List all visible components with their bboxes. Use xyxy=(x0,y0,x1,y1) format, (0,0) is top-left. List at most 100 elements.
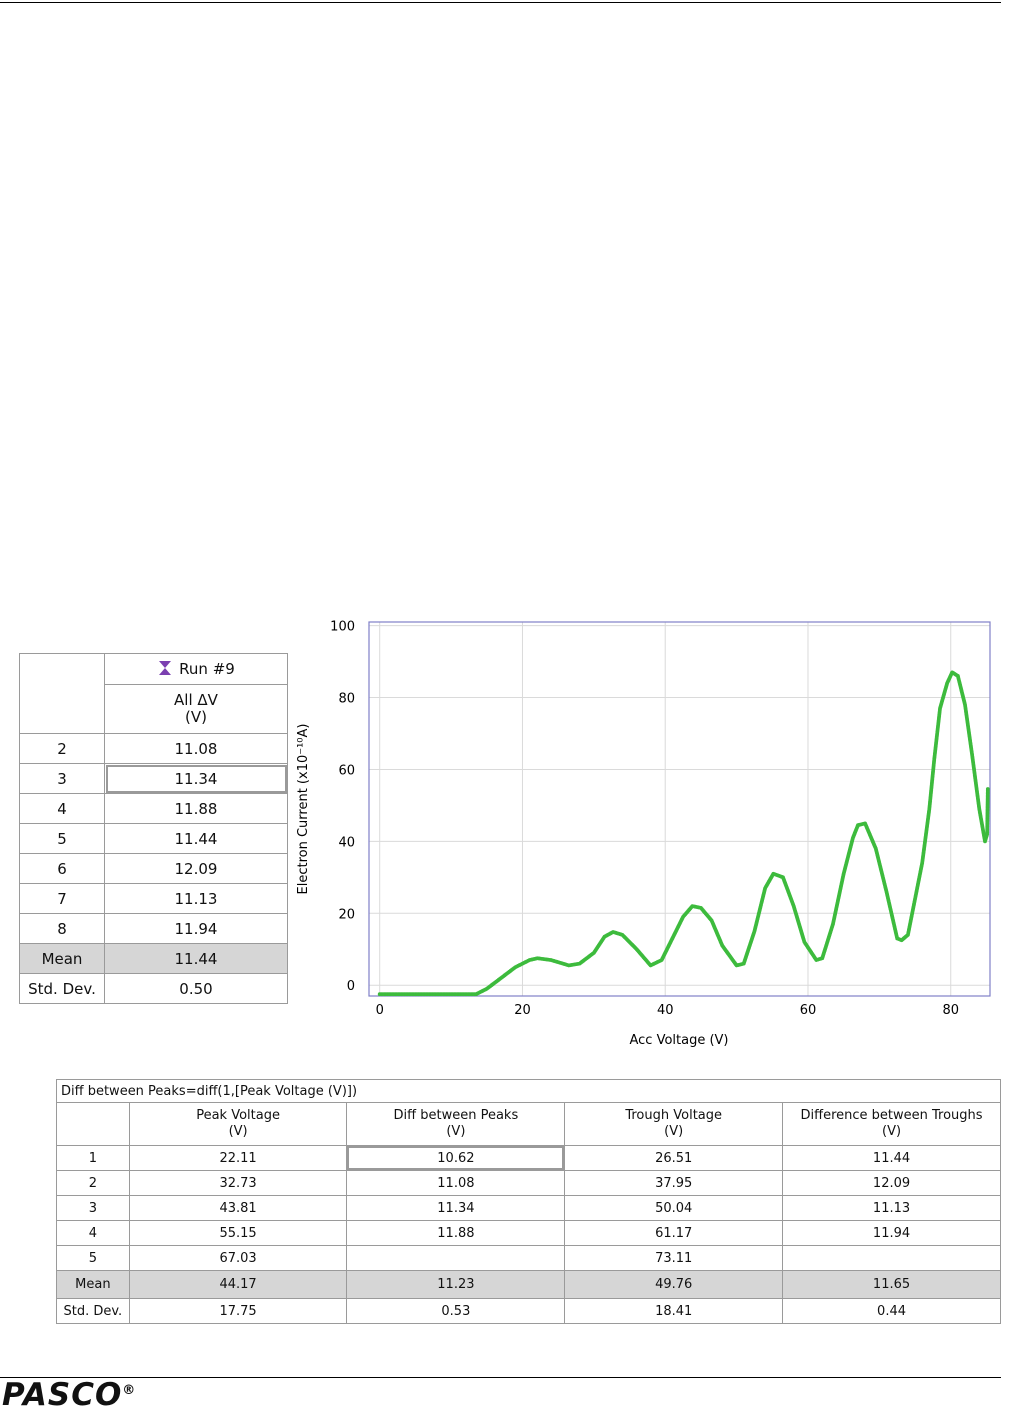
table-row[interactable]: 6 12.09 xyxy=(19,853,288,884)
table-cell[interactable]: 11.44 xyxy=(782,1145,1001,1171)
row-number: 2 xyxy=(19,733,105,764)
std-value: 17.75 xyxy=(128,1298,348,1324)
table-cell[interactable]: 11.34 xyxy=(346,1195,566,1221)
table-row[interactable]: 2 32.73 11.08 37.95 12.09 xyxy=(56,1170,1001,1196)
row-header-blank xyxy=(56,1102,130,1146)
mean-value: 49.76 xyxy=(564,1270,784,1299)
x-axis-label: Acc Voltage (V) xyxy=(629,1033,728,1048)
run-hourglass-icon xyxy=(159,661,172,675)
mean-row: Mean 11.44 xyxy=(19,943,288,974)
table-cell[interactable]: 11.08 xyxy=(346,1170,566,1196)
chart-grid xyxy=(369,622,990,996)
std-row: Std. Dev. 0.50 xyxy=(19,973,288,1004)
table-cell[interactable]: 55.15 xyxy=(128,1220,348,1246)
table-cell[interactable]: 37.95 xyxy=(564,1170,784,1196)
std-label: Std. Dev. xyxy=(19,973,105,1004)
y-tick-label: 20 xyxy=(338,907,355,922)
table-row[interactable]: 8 11.94 xyxy=(19,913,288,944)
delta-v-cell[interactable]: 11.34 xyxy=(104,763,288,794)
formula-bar[interactable]: Diff between Peaks=diff(1,[Peak Voltage … xyxy=(56,1079,1001,1103)
delta-v-cell[interactable]: 11.88 xyxy=(104,793,288,824)
table-cell[interactable]: 12.09 xyxy=(782,1170,1001,1196)
delta-v-cell[interactable]: 11.13 xyxy=(104,883,288,914)
mean-value: 11.23 xyxy=(346,1270,566,1299)
x-tick-label: 60 xyxy=(800,1003,817,1018)
table-cell[interactable]: 10.62 xyxy=(346,1145,566,1171)
table-cell[interactable]: 11.13 xyxy=(782,1195,1001,1221)
row-number: 8 xyxy=(19,913,105,944)
table-cell[interactable]: 26.51 xyxy=(564,1145,784,1171)
delta-v-cell[interactable]: 11.44 xyxy=(104,823,288,854)
table-cell[interactable]: 22.11 xyxy=(128,1145,348,1171)
table-cell[interactable]: 43.81 xyxy=(128,1195,348,1221)
x-tick-label: 80 xyxy=(942,1003,959,1018)
bottom-rule xyxy=(0,1377,1001,1378)
mean-row: Mean 44.17 11.23 49.76 11.65 xyxy=(56,1270,1001,1299)
table-row[interactable]: 4 11.88 xyxy=(19,793,288,824)
franck-hertz-graph[interactable]: 0 20 40 60 80 0 20 40 60 80 100 Acc Voltage (V) El… xyxy=(293,612,998,1052)
row-number: 7 xyxy=(19,883,105,914)
peaks-troughs-table: Diff between Peaks=diff(1,[Peak Voltage … xyxy=(56,1079,1001,1324)
mean-label: Mean xyxy=(19,943,105,974)
row-header-blank xyxy=(19,653,105,734)
top-rule xyxy=(0,2,1001,3)
table-row[interactable]: 1 22.11 10.62 26.51 11.44 xyxy=(56,1145,1001,1171)
table-row[interactable]: 3 43.81 11.34 50.04 11.13 xyxy=(56,1195,1001,1221)
table-row[interactable]: 4 55.15 11.88 61.17 11.94 xyxy=(56,1220,1001,1246)
data-series xyxy=(377,670,990,997)
run-header[interactable]: Run #9 xyxy=(104,653,288,685)
column-header[interactable]: Trough Voltage (V) xyxy=(564,1102,784,1146)
std-value: 0.44 xyxy=(782,1298,1001,1324)
y-tick-label: 40 xyxy=(338,835,355,850)
table-row[interactable]: 3 11.34 xyxy=(19,763,288,794)
mean-value: 11.65 xyxy=(782,1270,1001,1299)
delta-v-cell[interactable]: 11.08 xyxy=(104,733,288,764)
x-tick-label: 20 xyxy=(514,1003,531,1018)
x-tick-label: 0 xyxy=(376,1003,384,1018)
mean-value: 44.17 xyxy=(128,1270,348,1299)
column-header[interactable]: Difference between Troughs (V) xyxy=(782,1102,1001,1146)
delta-v-cell[interactable]: 12.09 xyxy=(104,853,288,884)
table-cell[interactable] xyxy=(782,1245,1001,1271)
std-value: 18.41 xyxy=(564,1298,784,1324)
mean-label: Mean xyxy=(56,1270,130,1299)
data-point xyxy=(985,787,990,791)
run-label: Run #9 xyxy=(179,660,235,678)
y-tick-label: 100 xyxy=(330,620,355,635)
table-cell[interactable]: 67.03 xyxy=(128,1245,348,1271)
mean-value: 11.44 xyxy=(104,943,288,974)
row-number: 1 xyxy=(56,1145,130,1171)
std-value: 0.53 xyxy=(346,1298,566,1324)
column-header[interactable]: Diff between Peaks (V) xyxy=(346,1102,566,1146)
table-cell[interactable]: 73.11 xyxy=(564,1245,784,1271)
table-cell[interactable]: 32.73 xyxy=(128,1170,348,1196)
row-number: 3 xyxy=(19,763,105,794)
table-cell[interactable]: 61.17 xyxy=(564,1220,784,1246)
run-stats-table: Run #9 All ΔV (V) 2 11.08 3 11.34 4 11.88 5 11.4… xyxy=(19,653,288,1004)
table-row[interactable]: 5 11.44 xyxy=(19,823,288,854)
y-axis-label: Electron Current (x10⁻¹⁰A) xyxy=(296,724,311,895)
std-row: Std. Dev. 17.75 0.53 18.41 0.44 xyxy=(56,1298,1001,1324)
delta-v-cell[interactable]: 11.94 xyxy=(104,913,288,944)
table-cell[interactable]: 11.94 xyxy=(782,1220,1001,1246)
column-header-all-dv: All ΔV (V) xyxy=(104,684,288,734)
row-number: 5 xyxy=(56,1245,130,1271)
row-number: 3 xyxy=(56,1195,130,1221)
row-number: 2 xyxy=(56,1170,130,1196)
column-header[interactable]: Peak Voltage (V) xyxy=(128,1102,348,1146)
tick-labels: 0 20 40 60 80 0 20 40 60 80 100 xyxy=(330,620,959,1018)
plot-frame xyxy=(368,621,991,997)
y-tick-label: 60 xyxy=(338,763,355,778)
y-tick-label: 0 xyxy=(347,979,355,994)
std-value: 0.50 xyxy=(104,973,288,1004)
pasco-logo: PASCO® xyxy=(2,1377,137,1413)
table-cell[interactable] xyxy=(346,1245,566,1271)
x-tick-label: 40 xyxy=(657,1003,674,1018)
table-row[interactable]: 7 11.13 xyxy=(19,883,288,914)
table-row[interactable]: 2 11.08 xyxy=(19,733,288,764)
table-cell[interactable]: 11.88 xyxy=(346,1220,566,1246)
row-number: 5 xyxy=(19,823,105,854)
table-cell[interactable]: 50.04 xyxy=(564,1195,784,1221)
table-row[interactable]: 5 67.03 73.11 xyxy=(56,1245,1001,1271)
row-number: 6 xyxy=(19,853,105,884)
